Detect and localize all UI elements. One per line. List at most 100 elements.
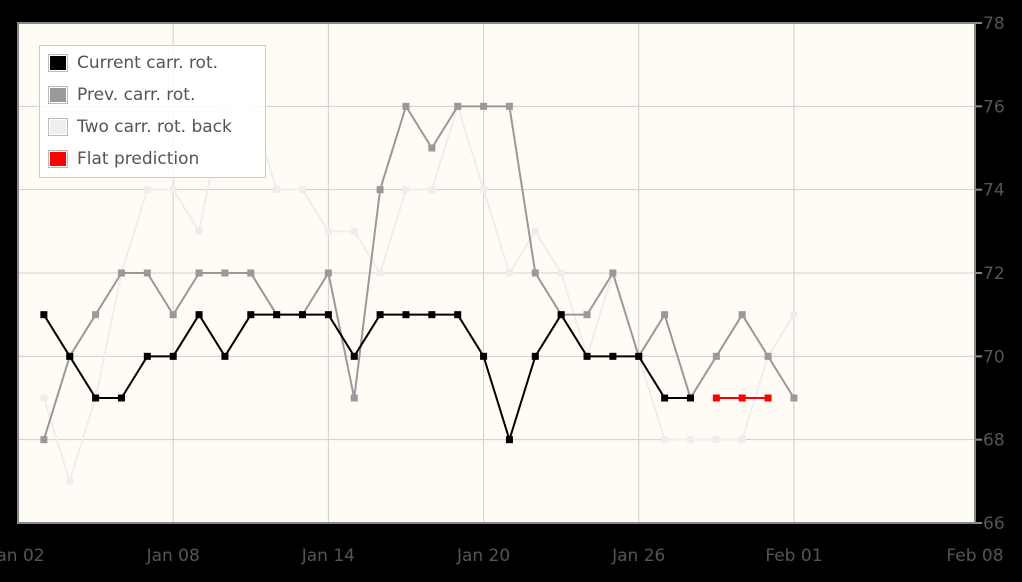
data-point — [790, 394, 798, 402]
data-point — [40, 311, 48, 319]
series-group — [712, 394, 772, 402]
data-point — [738, 311, 746, 319]
data-point — [402, 102, 410, 110]
data-point — [712, 436, 720, 444]
legend-item-flat-prediction: Flat prediction — [48, 148, 199, 170]
legend-label-two-back: Two carr. rot. back — [77, 117, 232, 137]
x-tick-label: Jan 26 — [611, 546, 665, 566]
legend-item-current: Current carr. rot. — [48, 52, 218, 74]
y-tick-label: 66 — [983, 514, 1005, 534]
data-point — [428, 311, 436, 319]
data-point — [350, 227, 358, 235]
y-axis-tick-labels: 66 68 70 72 74 76 78 — [983, 14, 1005, 534]
data-point — [402, 311, 410, 319]
data-point — [376, 311, 384, 319]
y-tick-label: 68 — [983, 431, 1005, 451]
x-tick-label: Jan 02 — [0, 546, 45, 566]
legend-item-prev: Prev. carr. rot. — [48, 84, 195, 106]
x-tick-label: Feb 01 — [765, 546, 822, 566]
data-point — [195, 227, 203, 235]
data-point — [169, 352, 177, 360]
x-tick-label: Jan 14 — [301, 546, 355, 566]
data-point — [480, 102, 488, 110]
data-point — [92, 311, 100, 319]
data-point — [738, 394, 746, 402]
data-point — [169, 186, 177, 194]
y-tick-label: 78 — [983, 14, 1005, 34]
data-point — [531, 227, 539, 235]
data-point — [557, 311, 565, 319]
legend-swatch-two-back — [48, 118, 68, 136]
data-point — [480, 352, 488, 360]
data-point — [117, 394, 125, 402]
data-point — [583, 352, 591, 360]
data-point — [609, 352, 617, 360]
legend-swatch-prev — [48, 86, 68, 104]
plot-frame — [17, 22, 976, 524]
chart-legend: Current carr. rot. Prev. carr. rot. Two … — [39, 45, 266, 178]
data-point — [66, 352, 74, 360]
data-point — [712, 394, 720, 402]
data-point — [764, 394, 772, 402]
legend-item-two-back: Two carr. rot. back — [48, 116, 232, 138]
data-point — [738, 436, 746, 444]
data-point — [480, 186, 488, 194]
series-group — [40, 311, 694, 444]
data-point — [40, 394, 48, 402]
x-tick-label: Jan 20 — [456, 546, 510, 566]
data-point — [273, 186, 281, 194]
data-point — [350, 394, 358, 402]
data-point — [686, 436, 694, 444]
data-point — [635, 352, 643, 360]
data-point — [324, 227, 332, 235]
data-point — [583, 311, 591, 319]
x-tick-label: Feb 08 — [946, 546, 1003, 566]
series-line — [42, 105, 795, 483]
data-point — [531, 352, 539, 360]
legend-label-current: Current carr. rot. — [77, 53, 219, 73]
data-point — [143, 269, 151, 277]
legend-swatch-current — [48, 54, 68, 72]
data-point — [686, 394, 694, 402]
data-point — [143, 186, 151, 194]
y-tick-label: 70 — [983, 347, 1005, 367]
data-point — [117, 269, 125, 277]
data-point — [661, 436, 669, 444]
legend-swatch-flat-prediction — [48, 150, 68, 168]
data-point — [195, 311, 203, 319]
data-point — [324, 311, 332, 319]
y-tick-label: 76 — [983, 97, 1005, 117]
x-tick-label: Jan 08 — [146, 546, 200, 566]
series-line — [43, 313, 691, 441]
data-point — [712, 352, 720, 360]
data-point — [221, 269, 229, 277]
data-point — [143, 352, 151, 360]
data-point — [273, 311, 281, 319]
data-point — [376, 269, 384, 277]
data-point — [350, 352, 358, 360]
data-series — [40, 102, 798, 485]
data-point — [299, 186, 307, 194]
data-point — [66, 477, 74, 485]
data-point — [609, 269, 617, 277]
data-point — [247, 269, 255, 277]
data-point — [195, 269, 203, 277]
data-point — [661, 311, 669, 319]
data-point — [790, 311, 798, 319]
data-point — [531, 269, 539, 277]
data-point — [505, 436, 513, 444]
y-tick-label: 72 — [983, 264, 1005, 284]
data-point — [428, 144, 436, 152]
data-point — [221, 352, 229, 360]
data-point — [324, 269, 332, 277]
x-axis-tick-labels: Jan 02 Jan 08 Jan 14 Jan 20 Jan 26 Feb 01 Feb … — [0, 546, 1004, 566]
data-point — [661, 394, 669, 402]
data-point — [428, 186, 436, 194]
y-tick-label: 74 — [983, 181, 1005, 201]
data-point — [299, 311, 307, 319]
series-line — [42, 105, 795, 440]
data-point — [557, 269, 565, 277]
data-point — [92, 394, 100, 402]
data-point — [247, 311, 255, 319]
